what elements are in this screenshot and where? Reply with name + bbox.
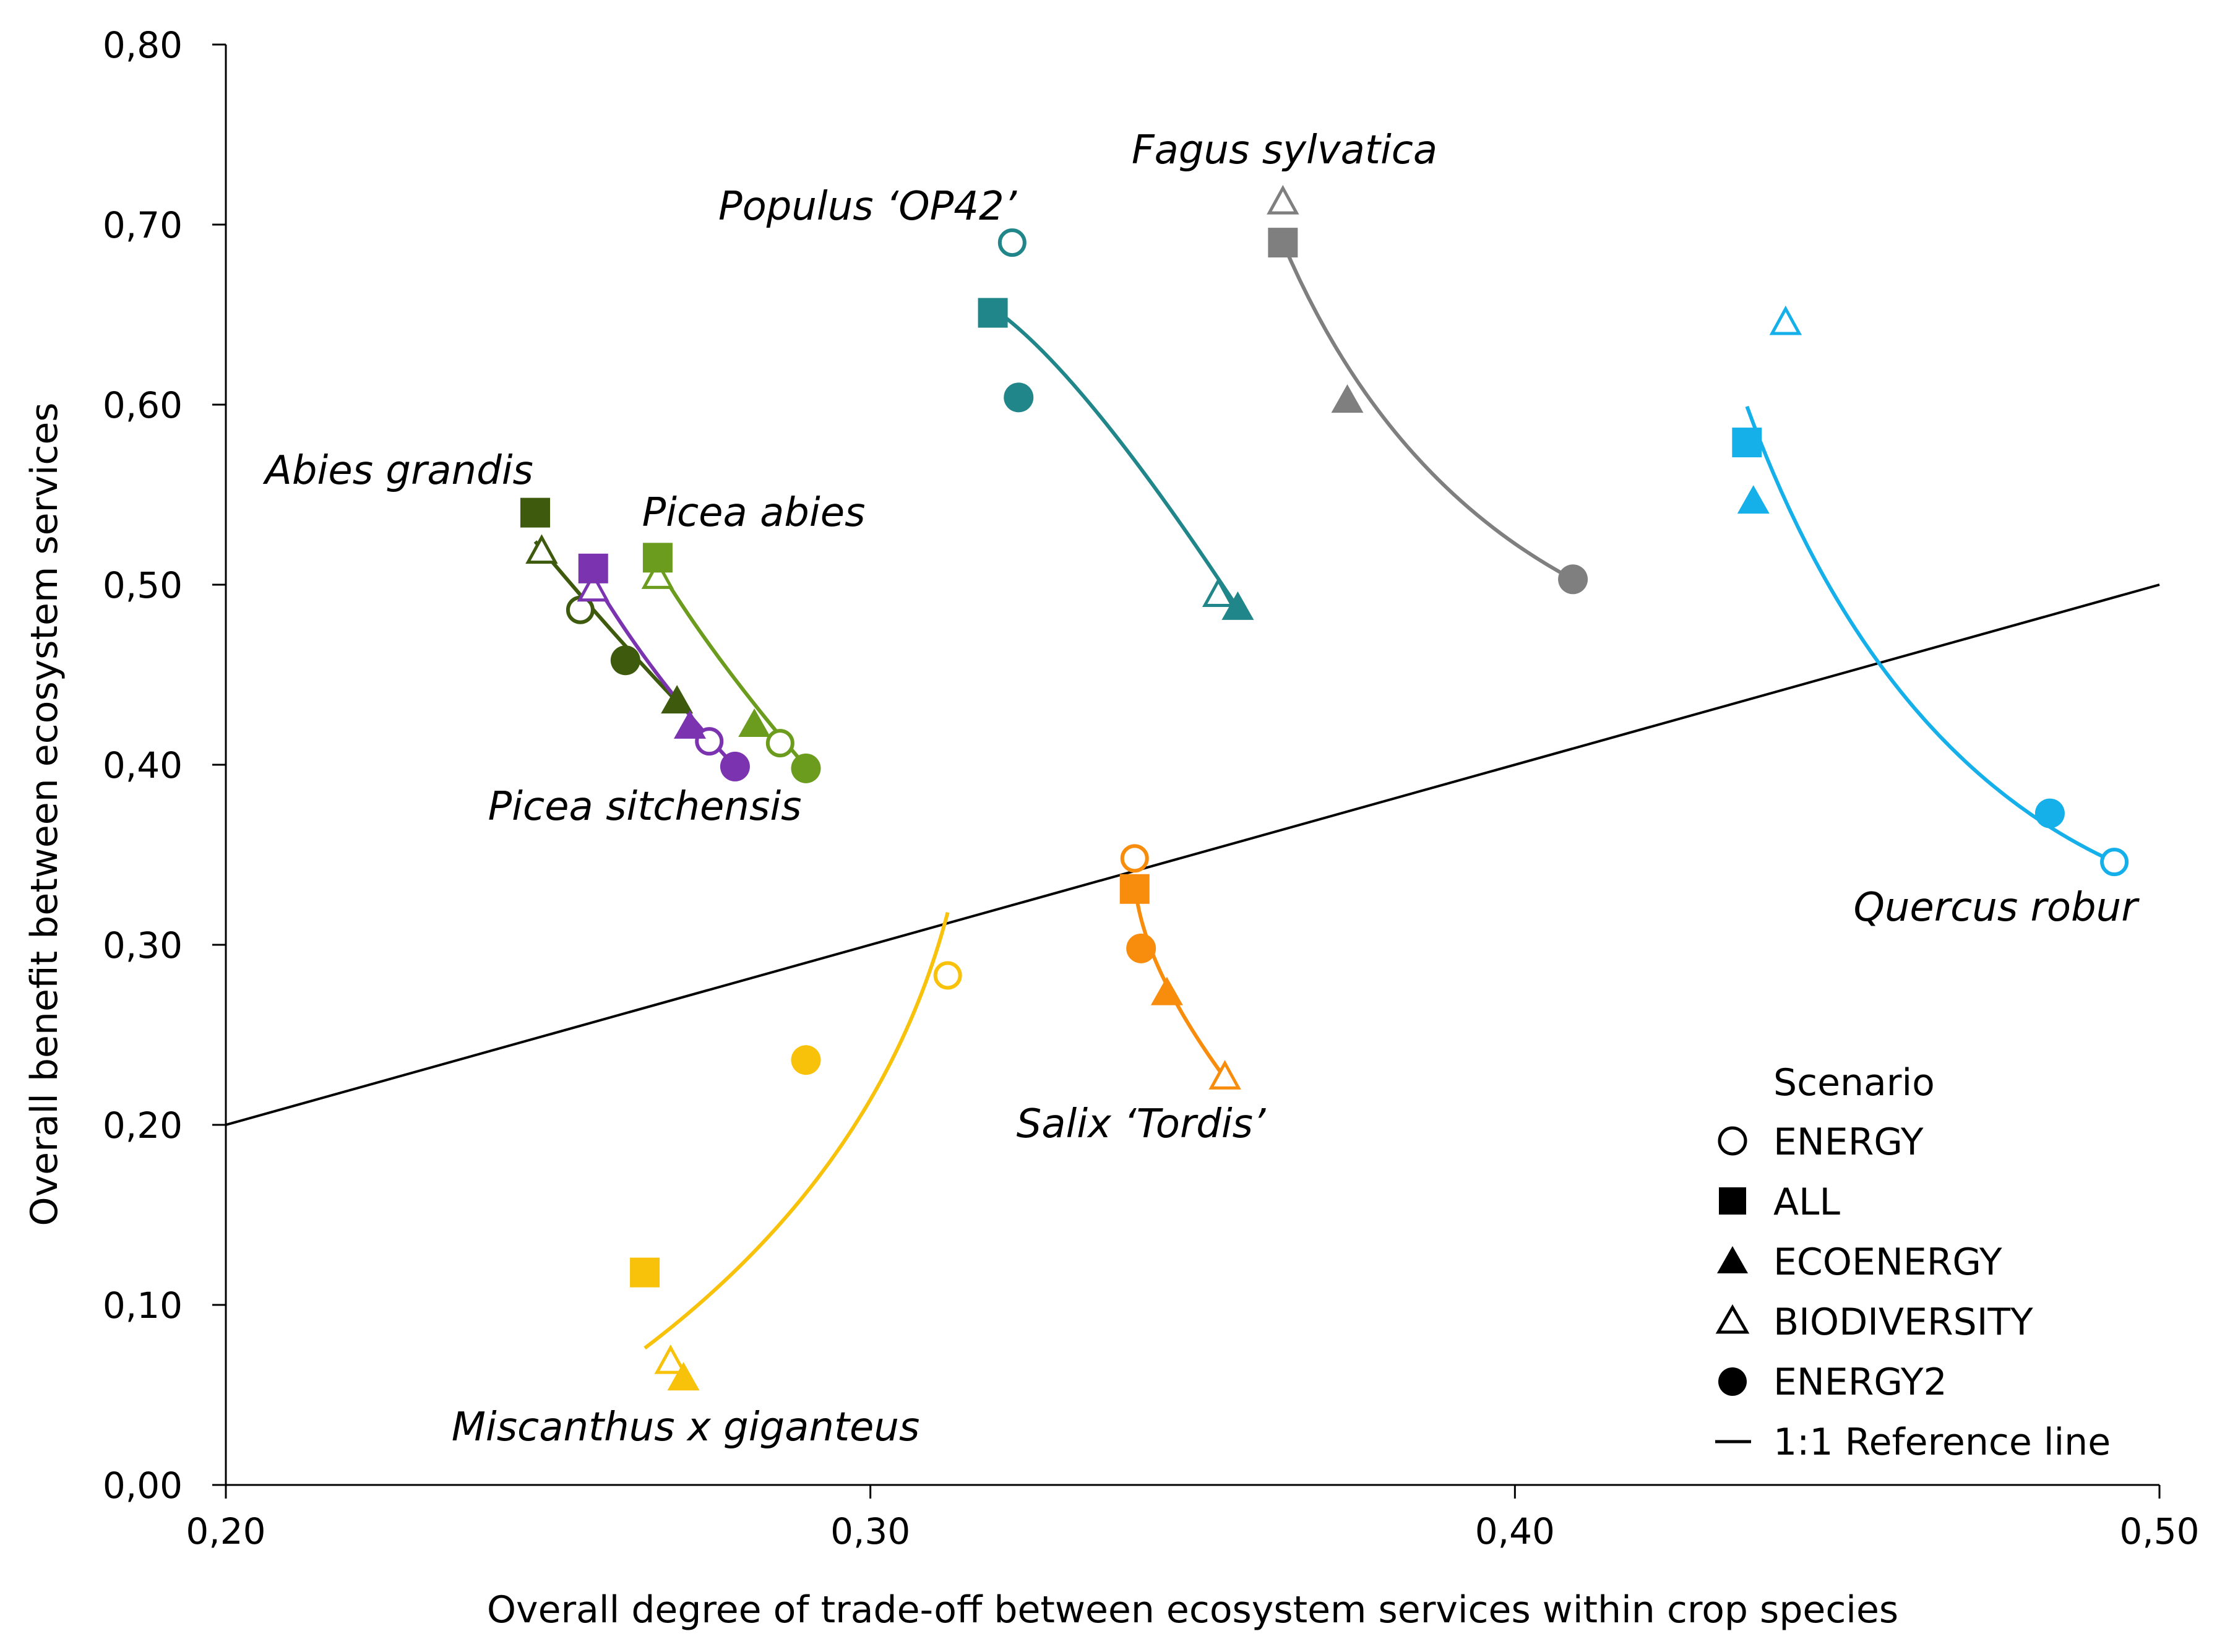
legend-item-ecoenergy: ECOENERGY — [1717, 1241, 2002, 1284]
point-picea-abies-energy2 — [791, 753, 821, 783]
point-fagus-sylvatica-all — [1268, 228, 1298, 258]
y-tick-label: 0,60 — [103, 384, 183, 426]
x-tick-label: 0,50 — [2119, 1510, 2199, 1552]
point-quercus-robur-all — [1732, 428, 1762, 458]
point-populus-op42-energy — [997, 228, 1027, 257]
y-tick-label: 0,10 — [103, 1284, 183, 1327]
y-tick-label: 0,50 — [103, 564, 183, 606]
point-fagus-sylvatica-ecoenergy — [1331, 384, 1364, 413]
species-label-picea-abies: Picea abies — [642, 490, 866, 536]
point-picea-abies-biodiversity — [641, 559, 674, 589]
legend-marker-square — [1719, 1187, 1746, 1215]
point-miscanthus-x-giganteus-biodiversity — [654, 1344, 687, 1374]
point-picea-abies-energy — [765, 729, 794, 758]
species-label-salix: Salix ‘Tordis’ — [1017, 1101, 1266, 1147]
legend-label-all: ALL — [1773, 1181, 1840, 1224]
x-axis-ticks: 0,20 0,30 0,40 0,50 — [186, 1485, 2200, 1552]
legend-item-energy2: ENERGY2 — [1718, 1361, 1947, 1404]
point-fagus-sylvatica-energy2 — [1558, 564, 1588, 595]
legend-label-biodiversity: BIODIVERSITY — [1773, 1301, 2033, 1344]
point-populus-op42-all — [978, 298, 1008, 328]
y-tick-label: 0,40 — [103, 744, 183, 786]
y-axis-ticks: 0,00 0,10 0,20 0,30 0,40 0,50 0,60 0,70 0,80 — [103, 24, 226, 1507]
species-label-picea-sitchensis: Picea sitchensis — [488, 784, 802, 830]
legend-label-energy: ENERGY — [1773, 1121, 1924, 1164]
data-points — [520, 184, 2129, 1391]
point-miscanthus-x-giganteus-energy2 — [791, 1045, 821, 1075]
axes: 0,20 0,30 0,40 0,50 0,00 0,10 0,20 0,30 0,40 0,5… — [23, 24, 2200, 1632]
y-tick-label: 0,30 — [103, 924, 183, 966]
legend-item-all: ALL — [1719, 1181, 1840, 1224]
y-tick-label: 0,20 — [103, 1104, 183, 1147]
x-tick-label: 0,20 — [186, 1510, 265, 1552]
species-label-populus: Populus ‘OP42’ — [718, 184, 1017, 230]
point-picea-sitchensis-ecoenergy — [674, 710, 706, 739]
legend-title: Scenario — [1773, 1061, 1935, 1104]
species-label-fagus: Fagus sylvatica — [1132, 127, 1437, 173]
x-tick-label: 0,40 — [1475, 1510, 1555, 1552]
y-tick-label: 0,00 — [103, 1465, 183, 1507]
point-picea-sitchensis-biodiversity — [577, 572, 609, 602]
reference-line-1-1 — [225, 583, 2160, 1126]
trend-line-salix-tordis — [1132, 881, 1227, 1080]
legend-label-ecoenergy: ECOENERGY — [1773, 1241, 2002, 1284]
trend-line-quercus-robur — [1745, 405, 2116, 864]
point-abies-grandis-energy2 — [610, 645, 640, 676]
legend-item-reference-line: 1:1 Reference line — [1715, 1421, 2111, 1464]
legend-item-energy: ENERGY — [1718, 1121, 1924, 1164]
point-miscanthus-x-giganteus-ecoenergy — [667, 1362, 700, 1391]
point-quercus-robur-energy — [2100, 848, 2129, 877]
point-picea-abies-ecoenergy — [738, 708, 771, 737]
legend-item-biodiversity: BIODIVERSITY — [1715, 1301, 2033, 1344]
point-salix-tordis-energy2 — [1126, 933, 1156, 963]
point-quercus-robur-biodiversity — [1769, 305, 1802, 335]
y-tick-label: 0,80 — [103, 24, 183, 66]
trend-line-abies-grandis — [533, 540, 679, 703]
species-label-miscanthus: Miscanthus x giganteus — [452, 1405, 920, 1450]
point-salix-tordis-all — [1119, 874, 1150, 904]
trend-line-miscanthus-x-giganteus — [644, 911, 950, 1350]
point-quercus-robur-energy2 — [2034, 798, 2065, 828]
species-labels: Populus ‘OP42’ Fagus sylvatica Quercus r… — [262, 127, 2140, 1450]
legend-marker-triangle — [1717, 1246, 1748, 1273]
point-salix-tordis-ecoenergy — [1150, 976, 1183, 1005]
legend-marker-circle-open — [1718, 1126, 1747, 1156]
legend-label-energy2: ENERGY2 — [1773, 1361, 1947, 1404]
trend-line-fagus-sylvatica — [1281, 241, 1574, 581]
legend-marker-circle — [1718, 1367, 1747, 1396]
point-populus-op42-ecoenergy — [1221, 591, 1254, 620]
legend-label-reference-line: 1:1 Reference line — [1773, 1421, 2111, 1464]
point-populus-op42-energy2 — [1004, 382, 1034, 413]
point-abies-grandis-biodiversity — [525, 534, 558, 564]
species-label-quercus: Quercus robur — [1853, 885, 2140, 931]
point-salix-tordis-energy — [1120, 844, 1149, 873]
point-abies-grandis-ecoenergy — [661, 685, 694, 714]
x-tick-label: 0,30 — [830, 1510, 910, 1552]
trend-line-populus-op42 — [998, 311, 1239, 609]
point-picea-sitchensis-energy2 — [720, 751, 750, 781]
point-populus-op42-biodiversity — [1202, 577, 1235, 607]
species-label-abies: Abies grandis — [262, 448, 533, 494]
y-axis-title: Overall benefit between ecosystem servic… — [23, 402, 66, 1226]
point-quercus-robur-ecoenergy — [1737, 485, 1770, 514]
point-miscanthus-x-giganteus-all — [630, 1257, 660, 1288]
legend: Scenario ENERGY ALL ECOENERGY BIODIVERSI… — [1715, 1061, 2111, 1464]
x-axis-title: Overall degree of trade-off between ecos… — [487, 1588, 1898, 1632]
point-salix-tordis-biodiversity — [1208, 1060, 1241, 1090]
point-miscanthus-x-giganteus-energy — [933, 961, 962, 990]
point-abies-grandis-all — [520, 497, 550, 528]
point-picea-sitchensis-all — [578, 553, 608, 583]
point-picea-abies-all — [642, 543, 673, 573]
legend-marker-triangle-open — [1715, 1304, 1750, 1334]
point-fagus-sylvatica-biodiversity — [1267, 184, 1299, 215]
y-tick-label: 0,70 — [103, 204, 183, 246]
